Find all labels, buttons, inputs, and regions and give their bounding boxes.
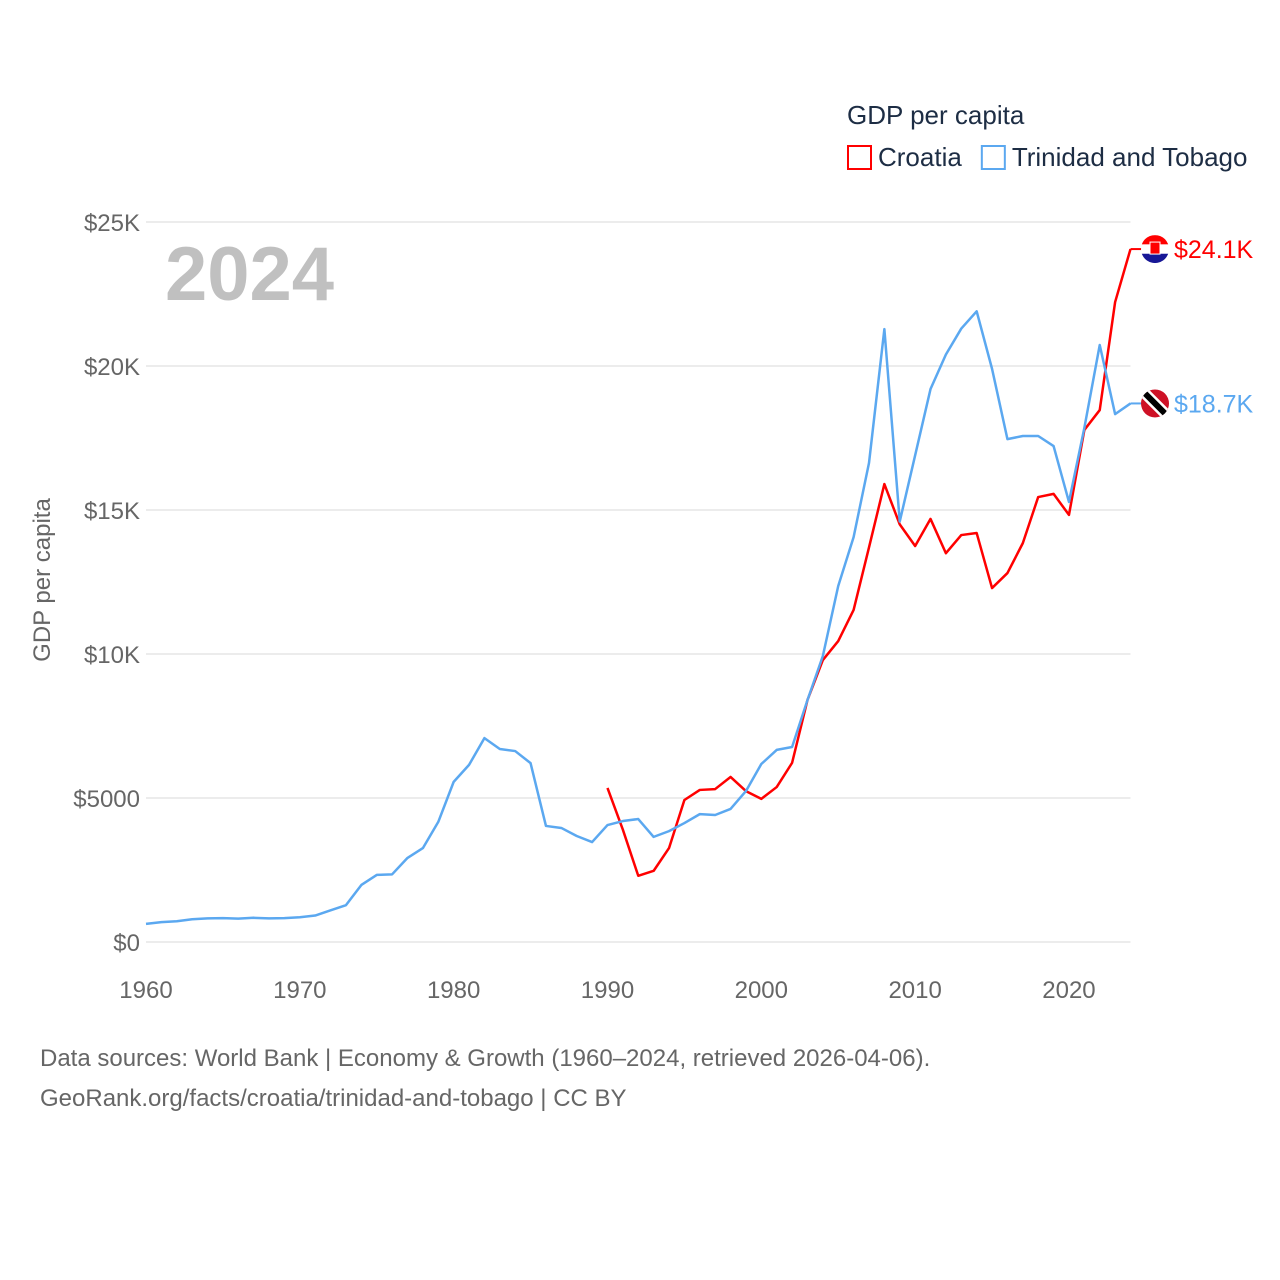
y-tick-label: $25K [84, 210, 140, 237]
x-tick-label: 2010 [888, 977, 941, 1004]
x-tick-label: 1980 [427, 977, 480, 1004]
x-tick-label: 1970 [273, 977, 326, 1004]
end-value-label: $18.7K [1174, 390, 1254, 418]
end-value-label: $24.1K [1174, 236, 1254, 264]
legend-swatch [847, 145, 872, 170]
x-tick-label: 2000 [735, 977, 788, 1004]
y-tick-label: $20K [84, 354, 140, 381]
legend-item[interactable]: Croatia [847, 142, 962, 172]
y-tick-label: $0 [113, 930, 140, 957]
y-axis-label: GDP per capita [29, 498, 56, 662]
legend-item[interactable]: Trinidad and Tobago [980, 142, 1248, 172]
footer-source: Data sources: World Bank | Economy & Gro… [40, 1045, 931, 1072]
x-tick-label: 1990 [581, 977, 634, 1004]
trinidad-flag-icon [1130, 389, 1169, 418]
y-tick-label: $15K [84, 498, 140, 525]
legend-title: GDP per capita [847, 100, 1025, 130]
legend-label: Croatia [878, 142, 962, 172]
y-tick-label: $5000 [73, 786, 140, 813]
croatia-flag-icon [1130, 235, 1169, 264]
x-tick-label: 2020 [1042, 977, 1095, 1004]
legend-label: Trinidad and Tobago [1012, 142, 1248, 172]
series-line-croatia [606, 248, 1132, 878]
legend-swatch [980, 145, 1006, 170]
x-tick-label: 1960 [119, 977, 172, 1004]
footer-link[interactable]: GeoRank.org/facts/croatia/trinidad-and-t… [40, 1085, 627, 1112]
series-line-trinidad-and-tobago [145, 310, 1132, 926]
y-tick-label: $10K [84, 642, 140, 669]
year-watermark: 2024 [165, 232, 334, 317]
